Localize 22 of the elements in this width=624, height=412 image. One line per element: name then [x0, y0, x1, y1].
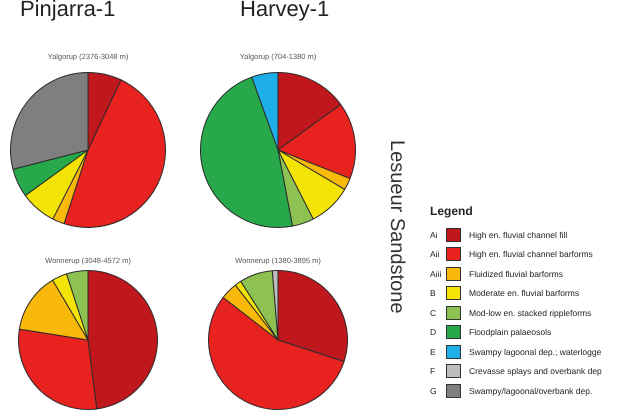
legend-label: High en. fluvial channel barforms	[469, 249, 593, 260]
legend-label: Moderate en. fluvial barforms	[469, 288, 580, 298]
legend-label: Swampy lagoonal dep.; waterlogge	[469, 346, 602, 357]
text: Aii	[430, 249, 440, 260]
text: F	[430, 366, 436, 376]
text: Ai	[430, 230, 439, 240]
legend-title: Legend	[430, 204, 474, 218]
chart-title: Harvey-1	[240, 0, 330, 22]
legend-label: Swampy/lagoonal/overbank dep.	[469, 386, 592, 396]
text: Lesueur Sandstone	[385, 140, 408, 314]
legend-label: Floodplain palaeosols	[469, 327, 552, 338]
text: E	[430, 346, 437, 357]
legend-label: Mod-low en. stacked rippleforms	[469, 308, 592, 318]
text: D	[430, 327, 438, 338]
text: Aiii	[430, 268, 442, 279]
chart-title: Pinjarra-1	[20, 0, 116, 22]
text: B	[430, 288, 437, 298]
text: C	[430, 308, 438, 318]
legend-label: Fluidized fluvial barforms	[469, 268, 564, 279]
legend-label: Crevasse splays and overbank dep	[469, 366, 602, 376]
text: G	[430, 386, 438, 396]
legend-label: High en. fluvial channel fill	[469, 230, 568, 240]
